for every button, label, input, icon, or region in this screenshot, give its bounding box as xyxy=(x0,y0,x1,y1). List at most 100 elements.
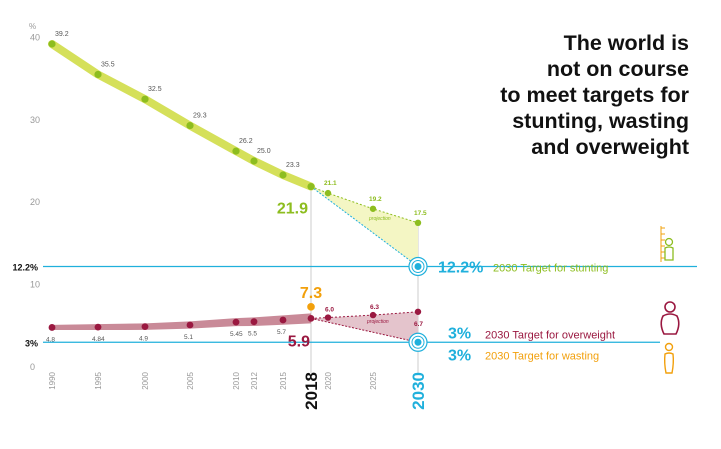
x-tick-label: 2010 xyxy=(232,371,241,389)
overweight-projection-label: 6.7 xyxy=(414,321,423,328)
x-tick-label: 2015 xyxy=(279,371,288,389)
stunting-value-label: 29.3 xyxy=(193,113,207,120)
stunting-target-pct: 12.2% xyxy=(438,259,483,276)
child-height-icon xyxy=(660,226,674,262)
y-tick-label: 10 xyxy=(30,280,40,290)
wasting-target-pct: 3% xyxy=(448,347,471,364)
headline-line-5: and overweight xyxy=(531,135,689,159)
stunting-2018-value: 21.9 xyxy=(277,201,308,218)
x-tick-label: 2025 xyxy=(369,371,378,389)
stunting-point xyxy=(186,121,194,130)
x-tick-label-highlight: 2030 xyxy=(409,372,428,410)
overweight-value-label: 4.84 xyxy=(92,336,105,343)
overweight-point xyxy=(279,316,287,324)
x-tick-label: 2000 xyxy=(141,371,150,389)
projection-note: projection xyxy=(368,216,391,222)
stunting-value-label: 23.3 xyxy=(286,162,300,169)
x-tick-label: 2005 xyxy=(186,371,195,389)
wasting-2018-value: 7.3 xyxy=(300,285,322,302)
overweight-point xyxy=(307,314,315,322)
overweight-projection-point xyxy=(369,311,377,319)
stunting-value-label: 25.0 xyxy=(257,148,271,155)
overweight-projection-line xyxy=(310,311,419,319)
overweight-point xyxy=(250,318,258,326)
child-body xyxy=(664,246,674,261)
overweight-value-label: 5.7 xyxy=(277,329,286,336)
child-head xyxy=(664,237,674,247)
stunting-projection-point xyxy=(414,219,422,226)
x-tick-label: 1990 xyxy=(48,371,57,389)
icons xyxy=(660,226,680,374)
stunting-point xyxy=(48,40,56,48)
wasting-person-icon xyxy=(663,342,675,374)
target-ring-inner xyxy=(411,259,425,273)
headline-line-2: not on course xyxy=(546,57,689,81)
stunting-projection-point xyxy=(324,189,332,197)
overweight-target-pct: 3% xyxy=(448,325,471,342)
y-tick-label: 30 xyxy=(30,115,40,125)
overweight-2018-value: 5.9 xyxy=(288,333,310,350)
person-head xyxy=(664,342,674,352)
overweight-point xyxy=(232,318,240,326)
y-unit-label: % xyxy=(29,22,36,31)
overweight-point xyxy=(48,324,56,331)
headline-line-4: stunting, wasting xyxy=(512,109,689,133)
wasting-point xyxy=(307,303,315,311)
target-point xyxy=(414,338,422,346)
x-tick-label-highlight: 2018 xyxy=(302,372,321,410)
projection-note: projection xyxy=(366,319,389,325)
stunting-value-label: 26.2 xyxy=(239,138,253,145)
person-head xyxy=(664,301,676,313)
overweight-value-label: 5.1 xyxy=(184,334,193,341)
headline: The world is not on course to meet targe… xyxy=(389,30,689,160)
stunting-projection-point xyxy=(369,205,377,212)
overweight-projection-label: 6.0 xyxy=(325,307,334,314)
stunting-point xyxy=(279,171,287,179)
data-labels: projection projection 39.2 35.5 32.5 29.3 26.2… xyxy=(46,31,427,350)
overweight-target-text: 2030 Target for overweight xyxy=(485,329,615,341)
stunting-projection-label: 17.5 xyxy=(414,210,427,217)
headline-line-3: to meet targets for xyxy=(500,83,689,107)
overweight-point xyxy=(186,321,194,329)
wasting-target-text: 2030 Target for wasting xyxy=(485,350,599,362)
overweight-value-label: 4.8 xyxy=(46,336,55,343)
stunting-projection-label: 19.2 xyxy=(369,196,382,203)
y-tick-label: 20 xyxy=(30,197,40,207)
overweight-projection-label: 6.3 xyxy=(370,304,379,311)
stunting-value-label: 35.5 xyxy=(101,61,115,68)
y-tick-label: 0 xyxy=(30,362,35,372)
data-points xyxy=(48,40,422,331)
overweight-trend-band xyxy=(52,313,311,331)
person-body xyxy=(660,313,680,335)
stunting-point xyxy=(307,182,315,191)
stunting-target-text: 2030 Target for stunting xyxy=(493,262,608,274)
overweight-projection-point xyxy=(414,308,422,315)
trend-bands xyxy=(48,39,315,331)
overweight-point xyxy=(141,323,149,331)
stunting-point xyxy=(250,157,258,165)
overweight-value-label: 5.45 xyxy=(230,331,243,338)
target-lines: 12.2% 3% 12.2% 2030 Target for stunting 3% 20… xyxy=(12,256,697,364)
stunting-to-target-line xyxy=(310,186,419,267)
overweight-value-label: 5.5 xyxy=(248,331,257,338)
stunting-trend-band xyxy=(48,39,315,191)
overweight-target-axis-label: 3% xyxy=(25,338,38,348)
stunting-value-label: 39.2 xyxy=(55,31,69,38)
overweight-to-target-line xyxy=(310,317,419,343)
person-body xyxy=(663,352,675,374)
stunting-point xyxy=(141,95,149,103)
stunting-target-axis-label: 12.2% xyxy=(12,262,38,272)
stunting-projection-line xyxy=(310,186,419,224)
overweight-projection-area xyxy=(311,311,418,343)
headline-line-1: The world is xyxy=(563,31,689,55)
x-tick-label: 1995 xyxy=(94,371,103,389)
overweight-projection-point xyxy=(324,314,332,321)
stunting-point xyxy=(94,70,102,79)
stunting-value-label: 32.5 xyxy=(148,86,162,93)
overweight-point xyxy=(94,323,102,331)
projection-areas xyxy=(310,186,419,343)
x-tick-label: 2020 xyxy=(324,371,333,389)
y-tick-label: 40 xyxy=(30,32,40,42)
